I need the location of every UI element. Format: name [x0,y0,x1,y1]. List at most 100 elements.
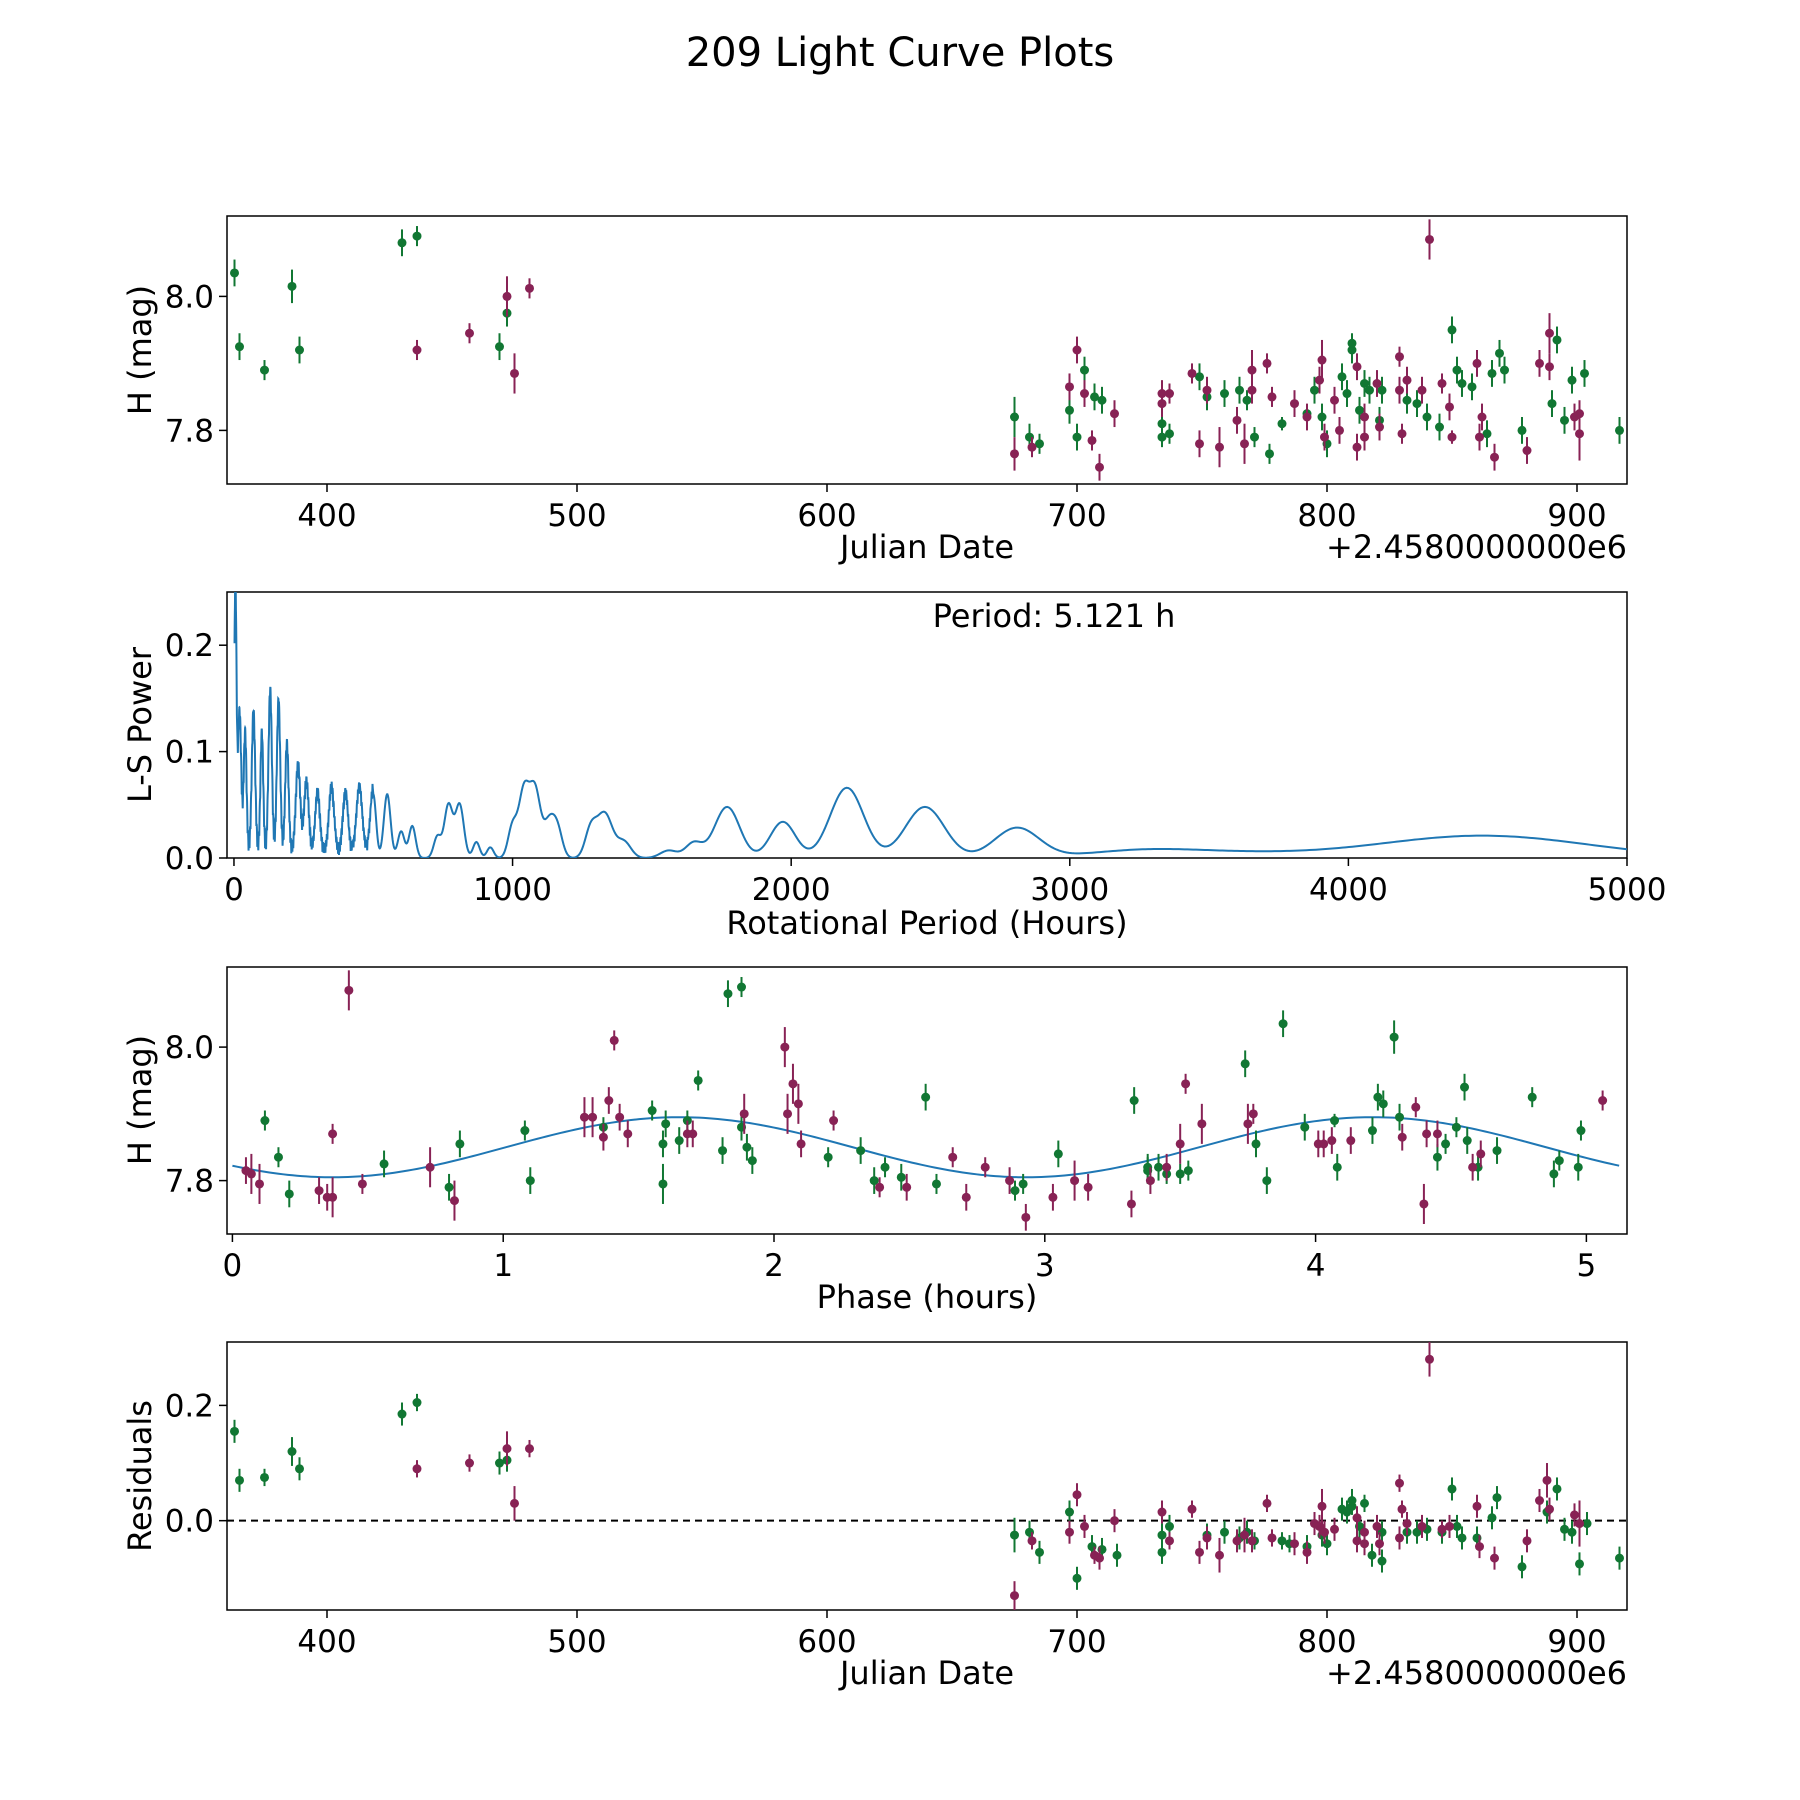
residuals-point-green [1277,1536,1287,1546]
residuals-point-purple [510,1498,519,1508]
lightcurve-point-purple [1472,358,1482,368]
lightcurve-point-green [1337,372,1347,382]
lightcurve-point-purple [502,291,512,301]
phased-point-purple [1397,1132,1407,1142]
phased-point-green [1527,1092,1537,1102]
lightcurve-point-purple [1232,415,1242,425]
lightcurve-point-purple [465,328,474,338]
phased-point-purple [688,1129,698,1139]
phased-point-purple [598,1132,608,1142]
phased-point-green [1373,1092,1383,1102]
panel-periodogram: 0 1000 2000 3000 4000 5000 0.0 0.1 0.2 Period: 5… [121,591,1667,942]
phased-point-purple [1070,1176,1080,1186]
periodogram-plot-area [233,592,1627,858]
phased-point-purple [1175,1139,1185,1149]
phased-ylabel: H (mag) [121,1035,159,1165]
phased-point-green [1549,1169,1559,1179]
panel-phased: 0 1 2 3 4 5 7.8 8.0 Phase (hours) H (mag) [121,966,1628,1316]
lightcurve-point-purple [1445,402,1454,412]
phased-point-green [1367,1126,1377,1136]
residuals-point-purple [1545,1504,1554,1514]
lightcurve-point-purple [510,368,519,378]
residuals-point-green [1367,1550,1377,1560]
phased-xtick-label: 0 [223,1248,243,1284]
phased-point-green [1154,1162,1164,1172]
phased-point-purple [829,1116,839,1126]
phased-point-purple [604,1096,614,1105]
lightcurve-axes-frame [226,215,1628,485]
lightcurve-point-purple [1372,379,1382,388]
lightcurve-point-purple [1477,412,1487,422]
phased-point-purple [1346,1136,1356,1146]
phased-point-green [921,1092,931,1102]
phased-point-green [658,1139,668,1149]
lightcurve-point-green [1552,335,1562,345]
lightcurve-ytick-label: 7.8 [165,413,214,449]
lightcurve-plot-area [230,219,1624,481]
residuals-point-purple [1417,1521,1427,1531]
periodogram-xtick-label: 5000 [1588,872,1667,908]
phased-point-green [674,1136,684,1146]
lightcurve-marks: 400 500 600 700 800 900 7.8 8.0 [165,219,1624,534]
lightcurve-point-purple [525,283,534,293]
phased-point-purple [314,1186,324,1196]
phased-point-green [647,1106,657,1116]
phased-point-green [284,1189,294,1199]
lightcurve-point-green [1310,385,1319,395]
lightcurve-point-purple [1215,442,1224,452]
residuals-point-green [1360,1498,1369,1508]
lightcurve-point-green [1065,405,1074,415]
lightcurve-point-purple [1330,395,1339,405]
lightcurve-point-purple [1575,409,1584,419]
lightcurve-point-green [397,238,407,248]
lightcurve-xtick-label: 400 [297,498,356,534]
residuals-point-purple [1095,1553,1104,1563]
phased-point-green [869,1176,879,1186]
residuals-axes-frame [226,1341,1628,1611]
lightcurve-point-purple [1157,399,1167,409]
panel-lightcurve: 400 500 600 700 800 900 7.8 8.0 Julian Date H (… [121,215,1628,566]
lightcurve-point-green [1157,432,1167,442]
lightcurve-ylabel: H (mag) [121,285,159,415]
lightcurve-point-green [1447,325,1457,335]
phased-point-purple [1411,1102,1421,1112]
residuals-point-green [1492,1493,1502,1503]
lightcurve-ytick-label: 8.0 [165,279,214,315]
phased-point-purple [579,1112,589,1122]
phased-model-curve [232,1116,1620,1179]
phased-point-purple [1048,1192,1058,1202]
lightcurve-point-green [1090,392,1099,402]
residuals-point-purple [1215,1550,1224,1560]
residuals-point-green [1072,1573,1082,1583]
phased-point-purple [780,1042,790,1052]
lightcurve-point-green [235,342,244,352]
residuals-point-green [260,1472,269,1482]
lightcurve-point-green [1072,432,1082,442]
lightcurve-point-purple [1490,452,1499,462]
phased-point-green [525,1176,535,1186]
lightcurve-point-green [1495,348,1504,358]
residuals-xtick-label: 600 [797,1624,856,1660]
phased-point-purple [344,985,354,995]
periodogram-marks: 0 1000 2000 3000 4000 5000 0.0 0.1 0.2 [165,592,1667,908]
residuals-point-purple [1320,1527,1329,1537]
lightcurve-point-purple [1352,442,1362,452]
phased-xtick-label: 2 [764,1248,784,1284]
lightcurve-point-purple [1302,412,1312,422]
phased-point-purple [793,1099,803,1109]
residuals-point-green [1347,1501,1357,1511]
residuals-point-green [1575,1559,1584,1569]
lightcurve-point-green [1567,375,1577,385]
lightcurve-point-purple [1395,385,1404,395]
phased-point-purple [425,1162,435,1172]
lightcurve-point-green [1242,395,1252,405]
lightcurve-point-green [1220,389,1229,399]
lightcurve-point-purple [1375,422,1384,432]
residuals-xtick-label: 800 [1297,1624,1356,1660]
phased-point-purple [1468,1162,1478,1172]
lightcurve-point-green [295,345,304,355]
lightcurve-point-green [1377,385,1387,395]
residuals-point-purple [1110,1516,1119,1526]
lightcurve-point-green [1452,365,1462,375]
residuals-ytick-label: 0.0 [165,1504,214,1540]
